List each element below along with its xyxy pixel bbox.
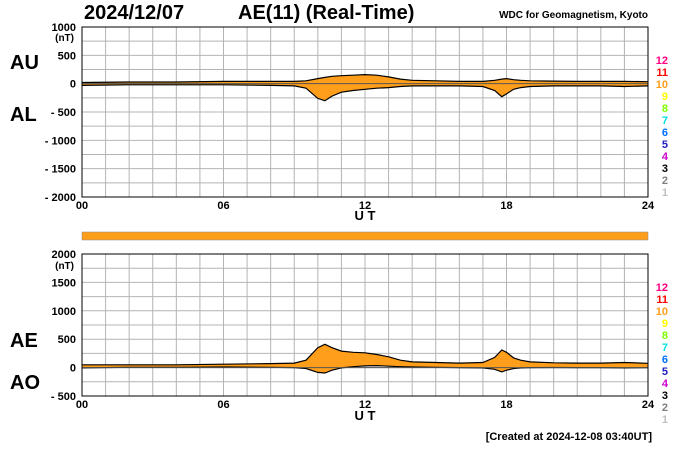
plot-frame: [81, 253, 649, 397]
legend-station-1: 1: [662, 414, 668, 426]
envelope-fill-ae-ao: [82, 344, 648, 373]
x-tick-label: 06: [217, 399, 229, 411]
legend-station-3: 3: [662, 390, 668, 402]
legend-station-6: 6: [662, 354, 668, 366]
y-tick-label: - 2000: [45, 192, 76, 204]
plot-frame: [81, 26, 649, 198]
y-tick-label: - 500: [51, 107, 76, 119]
chart-title: AE(11) (Real-Time): [238, 2, 415, 24]
x-tick-label: 24: [642, 399, 655, 411]
legend-station-10: 10: [656, 79, 668, 91]
series-line-al: [81, 84, 649, 102]
y-unit-label: (nT): [55, 261, 74, 272]
chart-date: 2024/12/07: [84, 2, 185, 24]
y-unit-label: (nT): [55, 33, 74, 44]
legend-station-11: 11: [656, 67, 668, 79]
legend-station-4: 4: [662, 378, 669, 390]
y-tick-label: - 1500: [45, 164, 76, 176]
x-tick-label: 12: [359, 399, 371, 411]
y-tick-label: 0: [70, 79, 76, 91]
y-tick-label: - 500: [51, 391, 76, 403]
x-tick-label: 18: [500, 200, 512, 212]
legend-station-6: 6: [662, 127, 668, 139]
x-tick-label: 12: [359, 200, 371, 212]
legend-station-8: 8: [662, 103, 668, 115]
y-tick-label: 500: [58, 334, 76, 346]
series-line-au: [81, 73, 649, 84]
ae-label: AE: [10, 330, 38, 352]
y-tick-label: 500: [58, 50, 76, 62]
x-tick-label: 00: [76, 399, 88, 411]
y-tick-label: 0: [70, 363, 76, 375]
envelope-fill-au-al: [82, 74, 648, 101]
legend-station-3: 3: [662, 163, 668, 175]
y-tick-label: 1000: [52, 306, 76, 318]
legend-station-7: 7: [662, 342, 668, 354]
legend-station-4: 4: [662, 151, 669, 163]
legend-station-9: 9: [662, 91, 668, 103]
legend-station-1: 1: [662, 187, 668, 199]
legend-station-12: 12: [656, 282, 668, 294]
ao-label: AO: [10, 372, 40, 394]
x-axis-label: U T: [355, 208, 376, 223]
al-label: AL: [10, 104, 37, 126]
legend-station-10: 10: [656, 306, 668, 318]
au-label: AU: [10, 52, 39, 74]
legend-station-11: 11: [656, 294, 668, 306]
data-coverage-bar: [81, 231, 649, 241]
x-tick-label: 24: [642, 200, 655, 212]
legend-station-12: 12: [656, 55, 668, 67]
legend-station-5: 5: [662, 139, 668, 151]
x-tick-label: 00: [76, 200, 88, 212]
legend-station-8: 8: [662, 330, 668, 342]
legend-station-5: 5: [662, 366, 668, 378]
y-tick-label: - 1000: [45, 135, 76, 147]
data-source: WDC for Geomagnetism, Kyoto: [499, 10, 648, 21]
legend-station-2: 2: [662, 175, 668, 187]
created-timestamp: [Created at 2024-12-08 03:40UT]: [485, 431, 652, 443]
x-tick-label: 18: [500, 399, 512, 411]
legend-station-7: 7: [662, 115, 668, 127]
x-tick-label: 06: [217, 200, 229, 212]
y-tick-label: 1000: [52, 22, 76, 34]
x-axis-label: U T: [355, 408, 376, 423]
legend-station-9: 9: [662, 318, 668, 330]
y-tick-label: 2000: [52, 249, 76, 261]
y-tick-label: 1500: [52, 277, 76, 289]
legend-station-2: 2: [662, 402, 668, 414]
series-line-ae: [82, 343, 649, 366]
